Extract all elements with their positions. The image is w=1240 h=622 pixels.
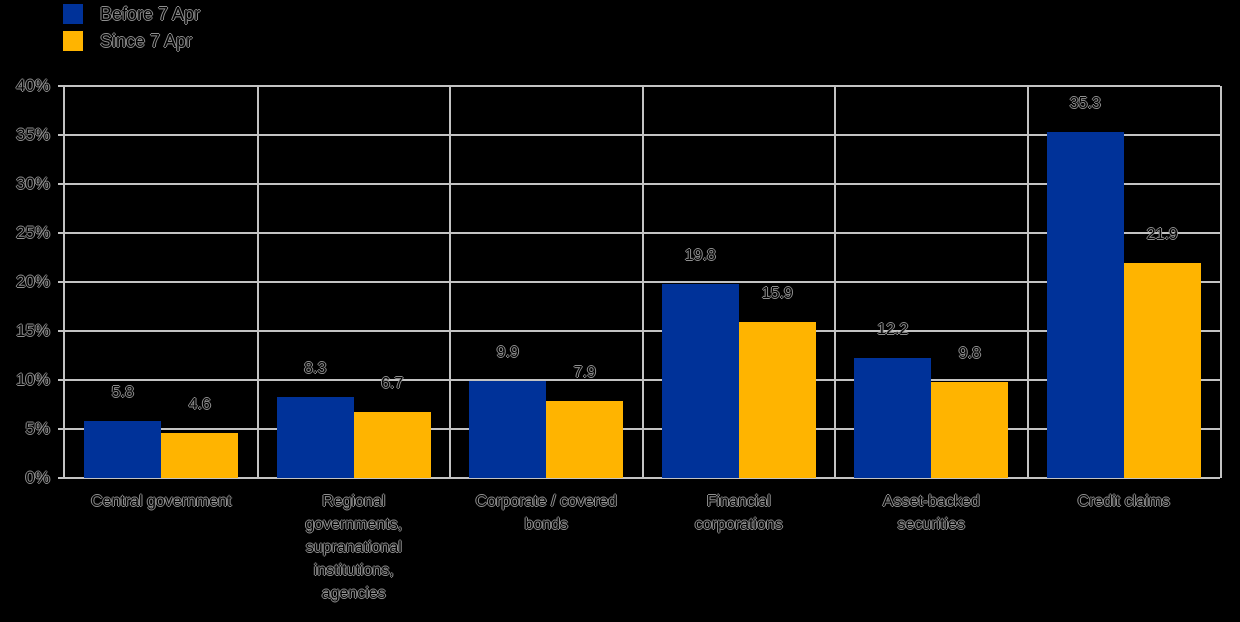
category-separator-line [449, 86, 451, 478]
bar-before-c5 [1046, 132, 1124, 478]
y-tick-mark [58, 281, 65, 283]
chart-legend: Before 7 Apr Since 7 Apr [63, 4, 200, 58]
bar-before-c2 [469, 380, 547, 478]
y-tick-mark [58, 85, 65, 87]
bar-before-c3 [661, 283, 739, 478]
bar-since-c5 [1123, 263, 1201, 478]
bar-value-label: 9.8 [958, 344, 981, 362]
y-axis-tick-label: 40% [15, 76, 50, 95]
y-tick-mark [58, 379, 65, 381]
bar-before-c1 [276, 396, 354, 478]
bar-value-label: 9.9 [496, 343, 519, 361]
y-axis-tick-label: 5% [25, 419, 50, 438]
category-separator-line [641, 86, 644, 478]
x-axis-line [65, 477, 1220, 479]
bar-value-label: 21.9 [1146, 226, 1178, 244]
bar-since-c1 [353, 412, 431, 478]
legend-item-since-7-apr: Since 7 Apr [63, 31, 200, 51]
x-axis-category-label: Corporate / covered bonds [475, 493, 617, 533]
bar-value-label: 19.8 [684, 246, 716, 264]
bar-value-label: 15.9 [761, 285, 793, 303]
y-axis-tick-label: 30% [15, 174, 50, 193]
y-tick-mark [58, 232, 65, 234]
legend-swatch-since-7-apr [63, 31, 83, 51]
y-axis-tick-label: 15% [15, 321, 50, 340]
category-separator-line [256, 86, 259, 478]
legend-item-before-7-apr: Before 7 Apr [63, 4, 200, 24]
bar-value-label: 12.2 [877, 321, 909, 339]
bar-since-c2 [546, 400, 624, 478]
x-axis-category-label: Asset-backed securities [882, 493, 980, 533]
y-tick-mark [58, 183, 65, 185]
y-tick-mark [58, 428, 65, 430]
y-tick-mark [58, 330, 65, 332]
legend-swatch-before-7-apr [63, 4, 83, 24]
bar-since-c0 [161, 432, 239, 478]
plot-border-right [1220, 86, 1222, 478]
y-axis-tick-label: 20% [15, 272, 50, 291]
category-separator-line [834, 86, 836, 478]
plot-border-left [63, 86, 65, 478]
x-axis-category-label: Regional governments, supranational inst… [305, 493, 403, 602]
category-separator-line [1026, 86, 1029, 478]
bar-value-label: 6.7 [381, 375, 404, 393]
bar-before-c4 [854, 358, 932, 478]
bar-before-c0 [84, 421, 162, 478]
y-axis-tick-label: 0% [25, 468, 50, 487]
x-axis-category-label: Credit claims [1077, 493, 1170, 510]
x-axis-category-label: Financial corporations [694, 493, 783, 533]
bar-value-label: 7.9 [573, 363, 596, 381]
y-axis-tick-label: 35% [15, 125, 50, 144]
bar-value-label: 5.8 [111, 384, 134, 402]
legend-label-since-7-apr: Since 7 Apr [100, 30, 193, 51]
y-tick-mark [58, 477, 65, 479]
y-tick-mark [58, 134, 65, 136]
y-axis-tick-label: 10% [15, 370, 50, 389]
bar-value-label: 4.6 [188, 395, 211, 413]
bar-value-label: 35.3 [1069, 95, 1101, 113]
y-axis-tick-label: 25% [15, 223, 50, 242]
bar-value-label: 8.3 [304, 359, 327, 377]
bar-since-c3 [738, 322, 816, 478]
legend-label-before-7-apr: Before 7 Apr [100, 3, 201, 24]
bar-since-c4 [931, 381, 1009, 478]
x-axis-category-label: Central government [90, 493, 232, 510]
